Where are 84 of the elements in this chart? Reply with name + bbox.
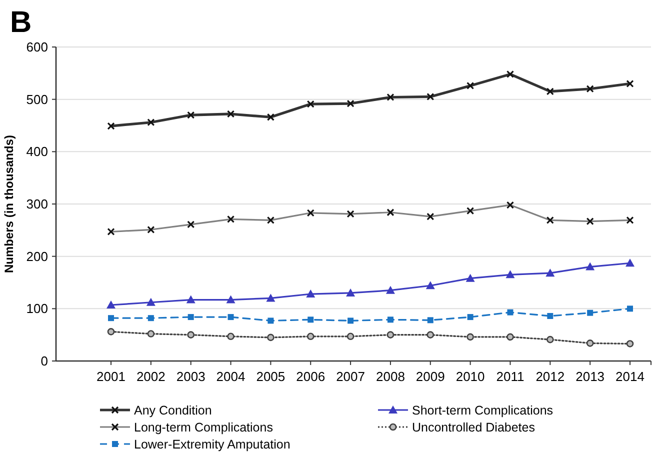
y-tick-label: 500	[26, 92, 48, 107]
y-tick-label: 0	[40, 354, 48, 369]
point	[188, 314, 194, 320]
point	[386, 331, 394, 338]
point	[427, 317, 434, 324]
x-tick-label: 2005	[256, 369, 286, 384]
x-tick-label: 2007	[336, 369, 365, 384]
point	[346, 100, 354, 108]
point	[386, 93, 394, 102]
point	[546, 268, 555, 277]
point	[426, 92, 434, 101]
point	[267, 334, 274, 342]
point	[626, 340, 634, 348]
point	[266, 113, 274, 121]
point	[268, 318, 274, 324]
point	[426, 331, 434, 338]
point	[586, 262, 595, 270]
point	[348, 318, 354, 324]
point	[346, 288, 356, 296]
point	[626, 258, 634, 267]
point	[148, 315, 154, 322]
point	[107, 328, 115, 336]
point	[586, 85, 594, 93]
point	[387, 316, 394, 323]
point	[466, 274, 475, 282]
point	[466, 333, 474, 341]
x-tick-label: 2013	[576, 369, 605, 384]
y-axis-title: Numbers (in thousands)	[2, 134, 16, 274]
point	[187, 331, 194, 338]
point	[467, 314, 474, 320]
point	[186, 295, 196, 304]
point	[306, 290, 316, 298]
point	[266, 294, 276, 302]
legend-label: Uncontrolled Diabetes	[412, 420, 535, 434]
y-tick-label: 100	[26, 301, 48, 316]
point	[386, 286, 395, 294]
point	[466, 82, 474, 90]
point	[507, 309, 514, 316]
point	[546, 88, 554, 96]
x-tick-label: 2006	[296, 369, 326, 384]
y-tick-label: 300	[26, 196, 48, 212]
point	[306, 332, 314, 340]
point	[426, 281, 435, 290]
point	[506, 70, 514, 78]
x-tick-label: 2001	[96, 369, 126, 384]
point	[227, 332, 234, 340]
point	[147, 118, 155, 126]
point	[146, 298, 156, 306]
point	[626, 80, 634, 88]
x-tick-label: 2012	[536, 369, 565, 384]
point	[226, 110, 235, 118]
x-tick-label: 2009	[416, 369, 445, 384]
point	[308, 316, 314, 323]
legend-label: Any Condition	[134, 403, 212, 418]
point	[187, 111, 195, 119]
point	[546, 336, 554, 344]
x-tick-label: 2008	[376, 369, 405, 384]
x-tick-label: 2004	[216, 369, 246, 384]
x-tick-label: 2003	[176, 369, 206, 384]
legend-label: Short-term Complications	[412, 403, 554, 418]
point	[547, 312, 554, 319]
point	[107, 122, 115, 130]
point	[226, 295, 236, 304]
point	[587, 310, 594, 316]
x-tick-label: 2010	[456, 369, 485, 384]
y-tick-label: 200	[26, 248, 48, 264]
point	[147, 330, 155, 338]
point	[228, 314, 234, 320]
x-tick-label: 2002	[136, 369, 166, 384]
point	[506, 333, 514, 341]
point	[306, 100, 314, 108]
legend-label: Long-term Complications	[134, 420, 273, 434]
y-tick-label: 600	[26, 40, 48, 55]
point	[627, 306, 633, 312]
y-tick-label: 400	[26, 144, 48, 160]
point	[506, 270, 515, 278]
text: B	[10, 6, 32, 39]
point	[106, 300, 116, 309]
point	[586, 340, 594, 347]
x-tick-label: 2011	[496, 369, 524, 384]
point	[108, 315, 114, 322]
legend-label: Lower-Extremity Amputation	[134, 437, 290, 452]
point	[346, 332, 354, 340]
x-tick-label: 2014	[616, 369, 644, 384]
